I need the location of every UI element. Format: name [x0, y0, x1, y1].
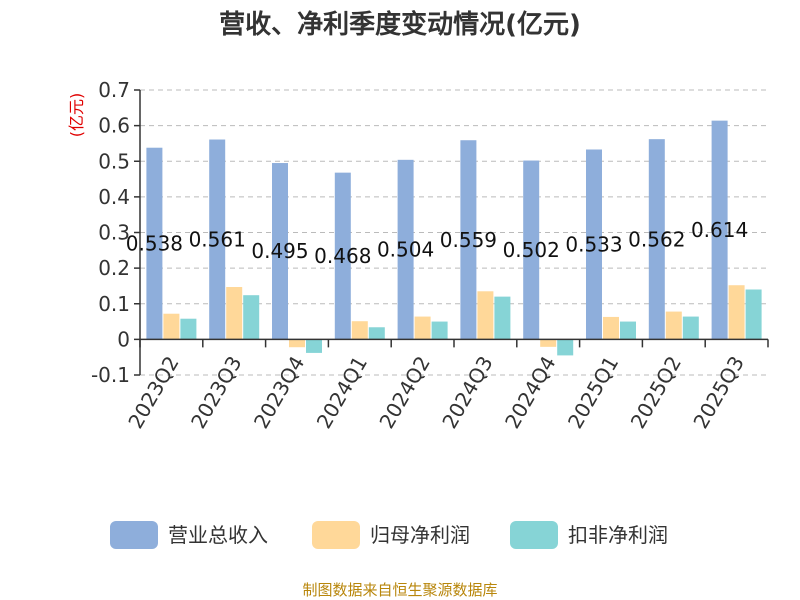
bar — [711, 120, 728, 340]
y-tick-label: 0.1 — [98, 292, 130, 316]
bar — [745, 289, 762, 340]
x-tick-label: 2025Q2 — [626, 352, 686, 433]
x-tick-label: 2024Q1 — [312, 352, 372, 433]
legend-label: 归母净利润 — [370, 523, 470, 547]
bar — [397, 159, 414, 340]
legend-swatch — [510, 521, 558, 549]
bar — [477, 291, 494, 340]
bar — [146, 147, 163, 340]
bar — [289, 339, 305, 348]
y-tick-label: 0.5 — [98, 149, 130, 173]
bar — [557, 339, 574, 356]
data-label: 0.504 — [377, 238, 434, 262]
bar — [243, 295, 260, 340]
data-label: 0.561 — [189, 227, 246, 251]
data-label: 0.468 — [314, 244, 371, 268]
legend-swatch — [110, 521, 158, 549]
data-label: 0.559 — [440, 228, 497, 252]
bar — [665, 311, 682, 340]
y-tick-label: 0.4 — [98, 185, 130, 209]
bar — [209, 139, 226, 340]
bar — [603, 316, 619, 340]
x-tick-label: 2025Q1 — [563, 352, 623, 433]
bar — [368, 327, 385, 340]
bar — [414, 316, 431, 340]
bar — [180, 318, 197, 340]
data-label: 0.495 — [251, 239, 308, 263]
x-ticks: 2023Q2 2023Q3 2023Q4 2024Q1 2024Q2 2024Q3 2024… — [123, 352, 749, 433]
y-ticks: -0.1 0 0.1 0.2 0.3 0.4 0.5 0.6 0.7 — [91, 78, 130, 387]
y-tick-label: 0.2 — [98, 256, 130, 280]
data-label: 0.502 — [503, 238, 560, 262]
x-tick-label: 2024Q2 — [374, 352, 434, 433]
legend-label: 扣非净利润 — [568, 523, 668, 547]
bar — [334, 172, 351, 340]
bar — [226, 287, 243, 340]
data-label: 0.533 — [565, 232, 622, 256]
bar — [272, 163, 288, 340]
y-tick-label: 0.6 — [98, 114, 130, 138]
x-tick-label: 2023Q2 — [123, 352, 183, 433]
bar — [351, 321, 368, 340]
bar — [163, 313, 180, 340]
legend: 营业总收入 归母净利润 扣非净利润 — [110, 521, 668, 549]
bar — [306, 339, 322, 353]
data-labels: 0.538 0.561 0.495 0.468 0.504 0.559 0.502 0.533… — [126, 218, 748, 268]
legend-swatch — [312, 521, 360, 549]
data-label: 0.538 — [126, 232, 183, 256]
bar — [431, 321, 448, 340]
bar — [648, 139, 665, 340]
footer-source: 制图数据来自恒生聚源数据库 — [302, 581, 497, 599]
bars — [146, 120, 762, 356]
x-tick-label: 2024Q3 — [437, 352, 497, 433]
bar — [460, 140, 477, 340]
bar — [540, 339, 557, 347]
y-axis-label: (亿元) — [67, 93, 86, 138]
bar — [494, 296, 511, 340]
y-tick-label: 0.7 — [98, 78, 130, 102]
x-tick-label: 2023Q3 — [186, 352, 246, 433]
x-tick-label: 2025Q3 — [688, 352, 748, 433]
x-tick-label: 2023Q4 — [249, 352, 309, 433]
y-tick-label: 0 — [117, 327, 130, 351]
legend-label: 营业总收入 — [168, 523, 268, 547]
data-label: 0.562 — [628, 227, 685, 251]
data-label: 0.614 — [691, 218, 748, 242]
chart-title: 营收、净利季度变动情况(亿元) — [219, 9, 581, 40]
bar — [728, 285, 745, 340]
axes — [134, 89, 769, 376]
x-tick-label: 2024Q4 — [500, 352, 560, 433]
bar — [523, 160, 540, 340]
y-tick-label: -0.1 — [91, 363, 130, 387]
bar — [682, 316, 699, 340]
y-tick-label: 0.3 — [98, 221, 130, 245]
bar — [620, 321, 636, 340]
bar — [586, 149, 602, 340]
